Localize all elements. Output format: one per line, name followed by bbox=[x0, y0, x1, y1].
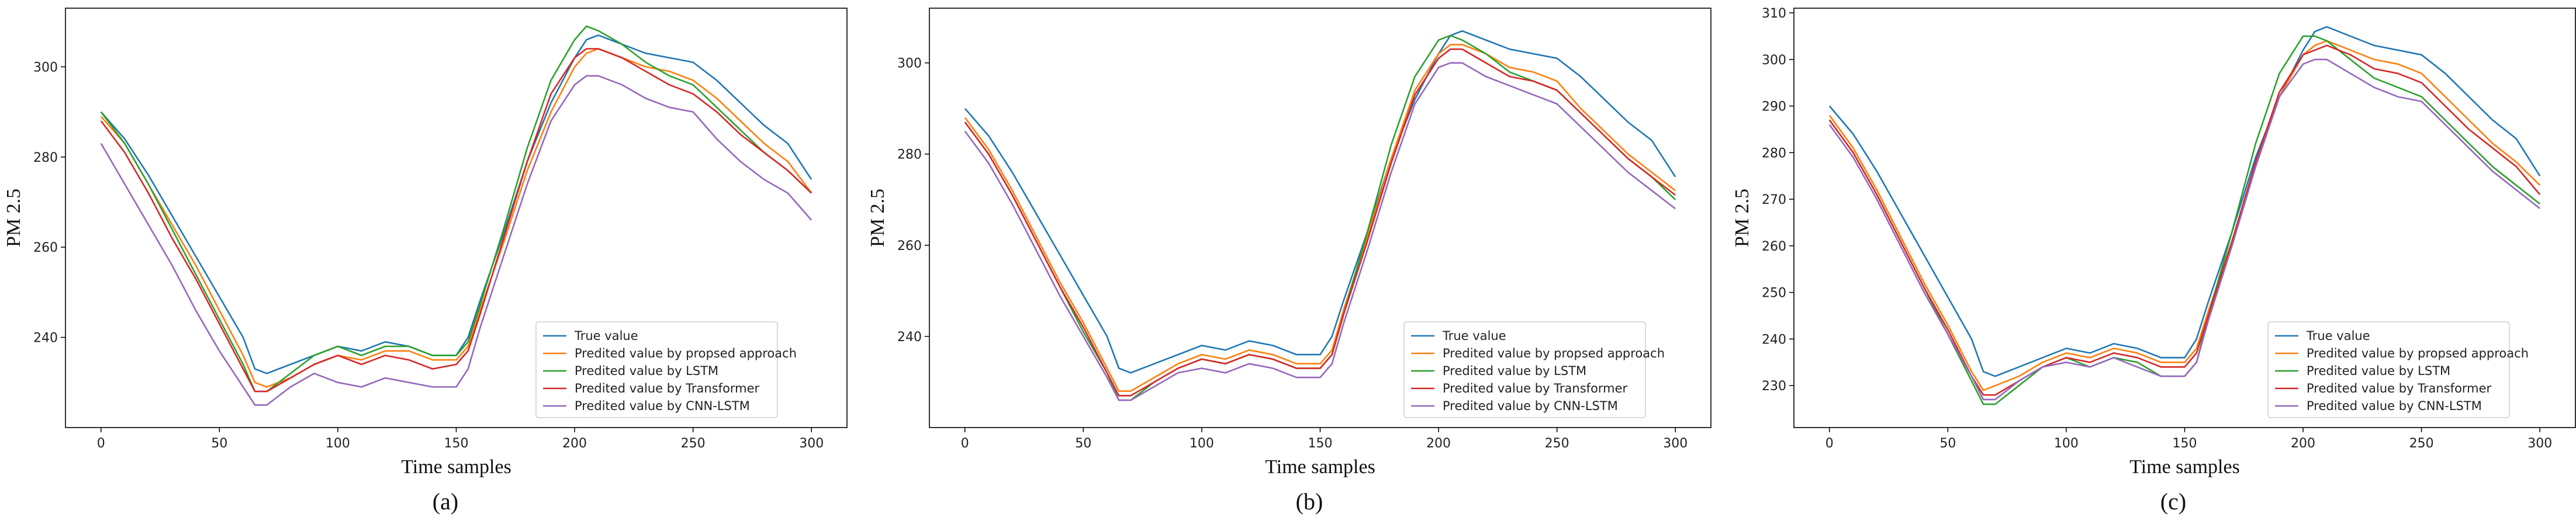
y-tick-label: 240 bbox=[1762, 332, 1786, 347]
series-line-4 bbox=[964, 48, 1676, 397]
series-line-2 bbox=[964, 44, 1676, 392]
series-line-1 bbox=[100, 34, 812, 374]
x-axis-label: Time samples bbox=[2129, 456, 2240, 478]
y-tick-label: 290 bbox=[1762, 100, 1786, 114]
y-tick-label: 280 bbox=[897, 148, 922, 162]
legend-box bbox=[1403, 321, 1646, 418]
legend-entry: True value bbox=[574, 329, 638, 343]
series-line-2 bbox=[100, 48, 812, 388]
y-tick-label: 300 bbox=[33, 60, 58, 75]
series-line-2 bbox=[1828, 40, 2541, 391]
legend-entry: True value bbox=[1442, 329, 1506, 343]
legend-entry: Predited value by propsed approach bbox=[2307, 346, 2529, 360]
x-tick-label: 50 bbox=[1939, 436, 1956, 451]
y-tick-label: 300 bbox=[897, 57, 922, 71]
legend-entry: Predited value by propsed approach bbox=[575, 346, 797, 360]
series-line-5 bbox=[100, 75, 812, 406]
x-tick-label: 50 bbox=[1075, 436, 1091, 451]
panel-label: (b) bbox=[1296, 488, 1323, 515]
y-tick-label: 260 bbox=[33, 241, 58, 255]
x-tick-label: 0 bbox=[961, 436, 969, 451]
x-tick-label: 300 bbox=[1663, 436, 1688, 451]
x-tick-label: 200 bbox=[1426, 436, 1451, 451]
legend-entry: Predited value by CNN-LSTM bbox=[2307, 399, 2482, 413]
legend-entry: Predited value by LSTM bbox=[575, 364, 718, 378]
y-tick-label: 250 bbox=[1762, 286, 1786, 301]
x-tick-label: 150 bbox=[444, 436, 469, 451]
y-tick-label: 310 bbox=[1762, 6, 1786, 21]
x-tick-label: 100 bbox=[2054, 436, 2079, 451]
y-tick-label: 280 bbox=[1762, 146, 1786, 161]
y-tick-label: 280 bbox=[33, 151, 58, 165]
x-tick-label: 250 bbox=[2409, 436, 2434, 451]
x-tick-label: 50 bbox=[211, 436, 227, 451]
chart-panel-3: 0 50 100 150 200 250 300 230 240 250 260 270 280 290 3… bbox=[1731, 6, 2576, 515]
series-line-1 bbox=[1828, 26, 2541, 377]
legend-box bbox=[535, 321, 778, 418]
x-tick-label: 200 bbox=[2291, 436, 2315, 451]
x-tick-label: 100 bbox=[326, 436, 350, 451]
series-line-5 bbox=[1828, 58, 2541, 401]
legend-entry: Predited value by propsed approach bbox=[1443, 346, 1665, 360]
legend-entry: Predited value by Transformer bbox=[1443, 381, 1628, 395]
series-line-4 bbox=[1828, 44, 2541, 396]
panel-label: (a) bbox=[433, 488, 458, 515]
y-tick-label: 240 bbox=[33, 331, 58, 346]
series-line-5 bbox=[964, 62, 1676, 401]
y-tick-label: 270 bbox=[1762, 193, 1786, 207]
y-axis-label: PM 2.5 bbox=[1731, 189, 1753, 247]
x-tick-label: 250 bbox=[1545, 436, 1569, 451]
x-tick-label: 0 bbox=[97, 436, 105, 451]
legend-entry: True value bbox=[2306, 329, 2370, 343]
legend-entry: Predited value by Transformer bbox=[2307, 381, 2492, 395]
x-axis-label: Time samples bbox=[401, 456, 511, 478]
series-line-4 bbox=[100, 48, 812, 393]
y-tick-label: 230 bbox=[1762, 379, 1786, 394]
x-tick-label: 250 bbox=[681, 436, 706, 451]
series-line-3 bbox=[100, 25, 812, 393]
series-line-1 bbox=[964, 30, 1676, 374]
panel-label: (c) bbox=[2160, 488, 2186, 515]
legend-entry: Predited value by CNN-LSTM bbox=[1443, 399, 1618, 413]
legend-entry: Predited value by LSTM bbox=[1443, 364, 1586, 378]
chart-panel-1: 0 50 100 150 200 250 300 240 260 280 300 Time sampl… bbox=[3, 8, 848, 515]
y-tick-label: 260 bbox=[1762, 239, 1786, 254]
x-tick-label: 150 bbox=[1308, 436, 1333, 451]
x-tick-label: 150 bbox=[2173, 436, 2197, 451]
legend-box bbox=[2267, 321, 2510, 418]
y-axis-label: PM 2.5 bbox=[3, 189, 25, 247]
y-tick-label: 260 bbox=[897, 239, 922, 253]
x-tick-label: 100 bbox=[1190, 436, 1214, 451]
legend-entry: Predited value by Transformer bbox=[575, 381, 760, 395]
x-axis-label: Time samples bbox=[1265, 456, 1375, 478]
x-tick-label: 200 bbox=[562, 436, 587, 451]
chart-panel-2: 0 50 100 150 200 250 300 240 260 280 300 Time sampl… bbox=[867, 8, 1711, 515]
x-tick-label: 300 bbox=[799, 436, 824, 451]
y-tick-label: 300 bbox=[1762, 53, 1786, 68]
legend-entry: Predited value by LSTM bbox=[2307, 364, 2450, 378]
legend-entry: Predited value by CNN-LSTM bbox=[575, 399, 750, 413]
y-axis-label: PM 2.5 bbox=[867, 189, 888, 247]
x-tick-label: 0 bbox=[1825, 436, 1834, 451]
y-tick-label: 240 bbox=[897, 330, 922, 345]
x-tick-label: 300 bbox=[2527, 436, 2552, 451]
